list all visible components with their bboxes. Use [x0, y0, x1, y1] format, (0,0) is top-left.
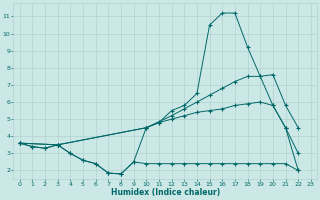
X-axis label: Humidex (Indice chaleur): Humidex (Indice chaleur): [111, 188, 220, 197]
